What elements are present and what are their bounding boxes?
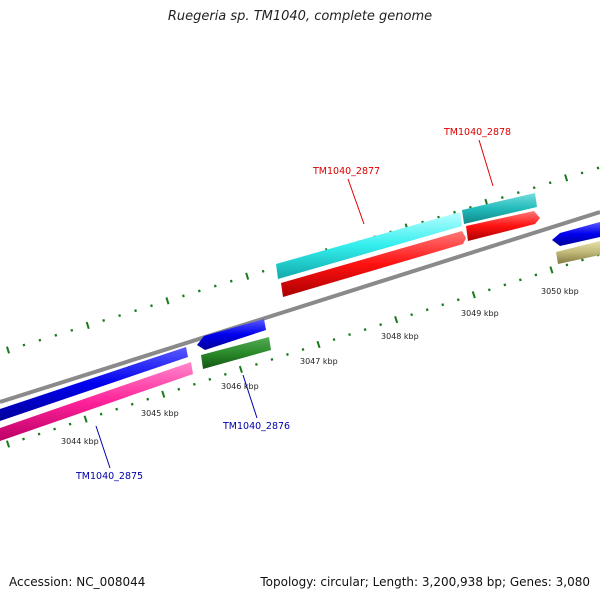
upper-tick-mark — [102, 319, 106, 322]
lower-tick-mark — [5, 440, 11, 448]
lower-tick-mark — [534, 273, 538, 277]
leader-line-2876 — [242, 374, 258, 419]
lower-tick-row — [5, 253, 600, 448]
scale-label-3045: 3045 kbp — [141, 409, 179, 418]
lower-tick-mark — [161, 390, 166, 398]
feature-green-2876[interactable] — [201, 337, 271, 369]
scale-label-3050: 3050 kbp — [541, 287, 579, 296]
lower-tick-mark — [316, 340, 321, 349]
scale-label-3048: 3048 kbp — [381, 332, 419, 341]
lower-tick-mark — [99, 412, 103, 416]
lower-tick-mark — [503, 283, 507, 287]
lower-tick-mark — [441, 303, 445, 307]
scale-label-3047: 3047 kbp — [300, 357, 338, 366]
feature-cyan-2877[interactable] — [276, 212, 462, 279]
upper-tick-mark — [70, 328, 74, 332]
lower-tick-mark — [379, 323, 383, 327]
upper-tick-mark — [564, 174, 569, 182]
feature-olive-right[interactable] — [556, 241, 600, 264]
feature-red-2878[interactable] — [466, 211, 540, 241]
upper-tick-mark — [38, 338, 42, 342]
leader-line-2877 — [347, 178, 365, 225]
genome-summary-text: Topology: circular; Length: 3,200,938 bp… — [260, 575, 590, 589]
lower-tick-mark — [363, 328, 367, 332]
lower-tick-mark — [37, 432, 41, 436]
lower-tick-mark — [130, 402, 134, 406]
upper-tick-mark — [548, 181, 552, 185]
lower-tick-mark — [471, 291, 476, 299]
upper-tick-mark — [596, 166, 600, 170]
lower-tick-mark — [192, 382, 196, 386]
upper-tick-mark — [453, 210, 456, 214]
upper-tick-mark — [165, 297, 170, 305]
lower-tick-mark — [549, 266, 554, 274]
gene-label-2877[interactable]: TM1040_2877 — [312, 166, 380, 177]
upper-tick-mark — [516, 191, 520, 195]
gene-label-2875[interactable]: TM1040_2875 — [75, 471, 143, 482]
upper-tick-mark — [85, 321, 90, 330]
lower-tick-mark — [425, 308, 429, 312]
leader-line-2875 — [95, 425, 111, 469]
upper-tick-mark — [197, 289, 201, 293]
lower-tick-mark — [223, 372, 227, 376]
feature-red-2877[interactable] — [281, 231, 466, 297]
upper-tick-mark — [245, 272, 250, 280]
lower-tick-mark — [146, 397, 150, 401]
lower-tick-mark — [22, 437, 25, 441]
leader-line-2878 — [478, 139, 494, 187]
upper-tick-mark — [261, 269, 265, 273]
scale-label-3049: 3049 kbp — [461, 309, 499, 318]
feature-teal-2878[interactable] — [462, 193, 537, 224]
upper-tick-mark — [22, 343, 26, 347]
lower-tick-mark — [68, 422, 72, 426]
upper-tick-mark — [580, 171, 584, 175]
upper-tick-mark — [118, 314, 122, 318]
lower-tick-mark — [83, 415, 88, 423]
accession-text: Accession: NC_008044 — [9, 575, 146, 589]
upper-tick-mark — [213, 284, 217, 288]
feature-blue-right[interactable] — [552, 222, 600, 246]
upper-tick-mark — [437, 215, 440, 219]
lower-tick-mark — [301, 348, 305, 351]
lower-tick-mark — [518, 278, 522, 282]
lower-tick-mark — [53, 427, 56, 431]
lower-tick-mark — [238, 365, 243, 374]
lower-tick-mark — [208, 377, 212, 381]
upper-tick-mark — [6, 346, 10, 354]
upper-tick-mark — [134, 309, 137, 313]
gene-label-2876[interactable]: TM1040_2876 — [222, 421, 290, 432]
lower-tick-mark — [394, 316, 399, 324]
genome-backbone — [0, 210, 600, 404]
lower-tick-mark — [286, 352, 289, 356]
upper-tick-mark — [532, 186, 536, 190]
lower-tick-mark — [270, 357, 274, 361]
gene-label-2878[interactable]: TM1040_2878 — [443, 127, 511, 138]
lower-tick-mark — [255, 362, 258, 366]
upper-tick-mark — [150, 304, 153, 308]
map-title: Ruegeria sp. TM1040, complete genome — [167, 9, 433, 24]
scale-label-3046: 3046 kbp — [221, 382, 259, 391]
lower-tick-mark — [332, 338, 336, 342]
upper-tick-mark — [500, 196, 504, 199]
upper-tick-mark — [229, 279, 233, 283]
lower-tick-mark — [115, 407, 119, 411]
upper-tick-mark — [182, 294, 185, 298]
feature-blue-2876[interactable] — [197, 319, 266, 350]
lower-tick-mark — [581, 258, 584, 262]
scale-label-3044: 3044 kbp — [61, 437, 99, 446]
lower-tick-mark — [410, 313, 414, 317]
feature-pink-2875[interactable] — [0, 362, 193, 441]
lower-tick-mark — [177, 387, 181, 391]
lower-tick-mark — [456, 298, 460, 302]
lower-tick-mark — [348, 333, 351, 337]
lower-tick-mark — [565, 263, 569, 267]
upper-tick-mark — [54, 333, 58, 337]
lower-tick-mark — [487, 288, 491, 292]
feature-blue-left[interactable] — [0, 347, 188, 421]
